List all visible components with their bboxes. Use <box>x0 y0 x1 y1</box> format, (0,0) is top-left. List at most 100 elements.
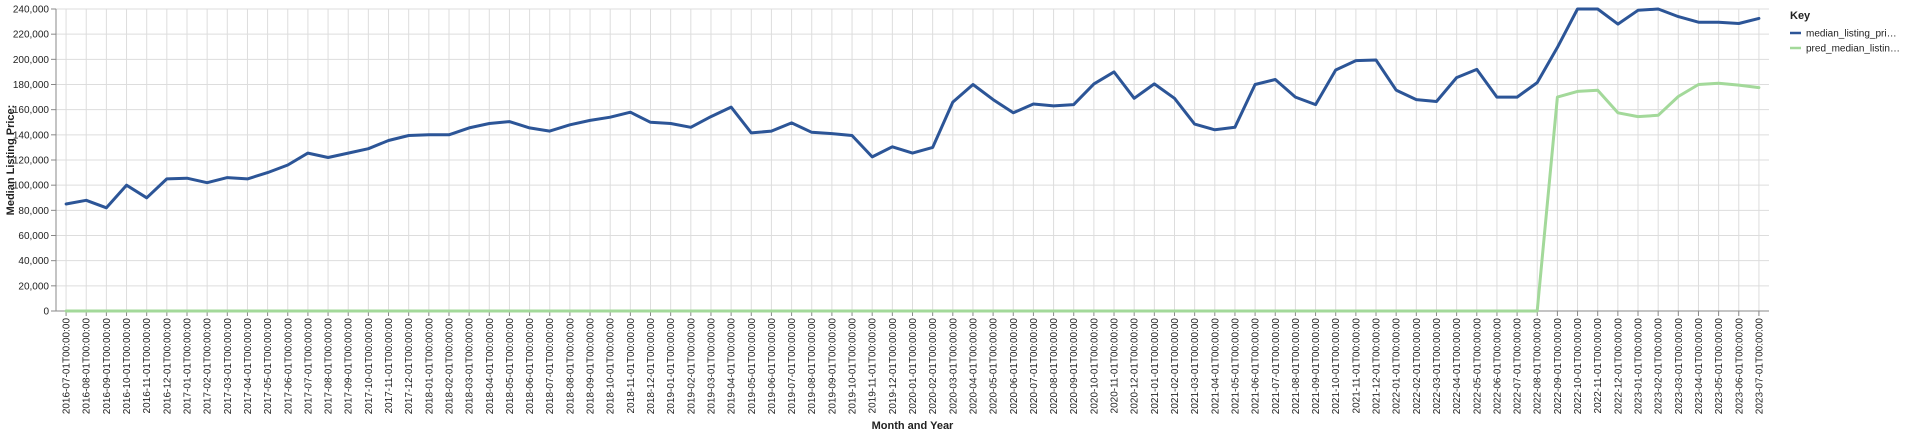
x-tick-label: 2022-12-01T00:00:00 <box>1613 318 1624 415</box>
x-tick-label: 2017-08-01T00:00:00 <box>324 318 335 415</box>
x-tick-label: 2020-07-01T00:00:00 <box>1029 318 1040 415</box>
x-tick-label: 2021-04-01T00:00:00 <box>1210 318 1221 415</box>
x-tick-label: 2017-03-01T00:00:00 <box>223 318 234 415</box>
x-tick-label: 2016-10-01T00:00:00 <box>122 318 133 415</box>
x-tick-label: 2017-01-01T00:00:00 <box>182 318 193 415</box>
x-tick-label: 2020-09-01T00:00:00 <box>1069 318 1080 415</box>
legend: Key median_listing_pri… pred_median_listi… <box>1790 10 1900 55</box>
x-tick-label: 2017-06-01T00:00:00 <box>283 318 294 415</box>
x-tick-label: 2021-09-01T00:00:00 <box>1311 318 1322 415</box>
x-tick-label: 2019-04-01T00:00:00 <box>727 318 738 415</box>
y-tick-label: 220,000 <box>13 30 50 41</box>
x-tick-label: 2019-05-01T00:00:00 <box>747 318 758 415</box>
x-tick-label: 2020-05-01T00:00:00 <box>989 318 1000 415</box>
y-axis: 0 20,000 40,000 60,000 80,000 100,000 120,000 1… <box>13 5 57 318</box>
x-tick-label: 2020-02-01T00:00:00 <box>928 318 939 415</box>
x-axis-title: Month and Year <box>872 420 954 432</box>
y-tick-label: 40,000 <box>18 256 49 267</box>
x-tick-label: 2021-07-01T00:00:00 <box>1271 318 1282 415</box>
x-tick-label: 2019-10-01T00:00:00 <box>848 318 859 415</box>
x-tick-label: 2023-03-01T00:00:00 <box>1674 318 1685 415</box>
x-tick-label: 2016-11-01T00:00:00 <box>142 318 153 414</box>
x-tick-label: 2022-08-01T00:00:00 <box>1533 318 1544 415</box>
x-tick-label: 2022-07-01T00:00:00 <box>1513 318 1524 415</box>
x-tick-label: 2020-01-01T00:00:00 <box>908 318 919 415</box>
x-tick-label: 2022-10-01T00:00:00 <box>1573 318 1584 415</box>
series-line-1 <box>64 7 1761 210</box>
x-tick-label: 2019-06-01T00:00:00 <box>767 318 778 415</box>
x-tick-label: 2018-08-01T00:00:00 <box>565 318 576 415</box>
x-tick-label: 2023-06-01T00:00:00 <box>1734 318 1745 415</box>
y-tick-label: 60,000 <box>18 231 49 242</box>
legend-label: pred_median_listin… <box>1806 44 1900 55</box>
y-tick-label: 0 <box>43 307 49 318</box>
x-tick-label: 2018-05-01T00:00:00 <box>505 318 516 415</box>
x-tick-label: 2021-11-01T00:00:00 <box>1351 318 1362 414</box>
x-tick-label: 2019-11-01T00:00:00 <box>868 318 879 414</box>
y-axis-title: Median Listing Price: <box>5 105 17 216</box>
x-tick-label: 2017-09-01T00:00:00 <box>344 318 355 415</box>
y-tick-label: 100,000 <box>13 181 50 192</box>
x-tick-label: 2017-12-01T00:00:00 <box>404 318 415 415</box>
x-tick-label: 2019-09-01T00:00:00 <box>827 318 838 415</box>
legend-title: Key <box>1790 10 1811 22</box>
x-tick-label: 2023-01-01T00:00:00 <box>1634 318 1645 415</box>
x-tick-label: 2016-08-01T00:00:00 <box>82 318 93 415</box>
y-tick-label: 160,000 <box>13 105 50 116</box>
x-tick-label: 2021-05-01T00:00:00 <box>1230 318 1241 415</box>
x-tick-label: 2019-02-01T00:00:00 <box>686 318 697 415</box>
x-tick-label: 2018-07-01T00:00:00 <box>545 318 556 415</box>
x-tick-label: 2023-04-01T00:00:00 <box>1694 318 1705 415</box>
x-tick-label: 2020-11-01T00:00:00 <box>1110 318 1121 414</box>
x-tick-label: 2017-07-01T00:00:00 <box>303 318 314 415</box>
series-layer <box>64 7 1761 313</box>
x-tick-label: 2019-12-01T00:00:00 <box>888 318 899 415</box>
x-tick-label: 2021-01-01T00:00:00 <box>1150 318 1161 415</box>
y-tick-label: 180,000 <box>13 80 50 91</box>
x-tick-label: 2023-02-01T00:00:00 <box>1654 318 1665 415</box>
x-tick-label: 2022-06-01T00:00:00 <box>1492 318 1503 415</box>
y-tick-label: 140,000 <box>13 130 50 141</box>
x-tick-label: 2018-09-01T00:00:00 <box>586 318 597 415</box>
x-tick-label: 2018-12-01T00:00:00 <box>646 318 657 415</box>
gridlines <box>56 8 1769 312</box>
x-tick-label: 2016-07-01T00:00:00 <box>62 318 73 415</box>
x-tick-label: 2023-05-01T00:00:00 <box>1714 318 1725 415</box>
x-tick-label: 2020-03-01T00:00:00 <box>948 318 959 415</box>
x-tick-label: 2021-02-01T00:00:00 <box>1170 318 1181 415</box>
y-tick-label: 120,000 <box>13 156 50 167</box>
x-tick-label: 2019-01-01T00:00:00 <box>666 318 677 415</box>
x-tick-label: 2018-02-01T00:00:00 <box>444 318 455 415</box>
x-tick-label: 2022-03-01T00:00:00 <box>1432 318 1443 415</box>
x-tick-label: 2018-06-01T00:00:00 <box>525 318 536 415</box>
x-tick-label: 2018-04-01T00:00:00 <box>485 318 496 415</box>
y-tick-label: 200,000 <box>13 55 50 66</box>
x-tick-label: 2018-10-01T00:00:00 <box>606 318 617 415</box>
x-tick-label: 2018-03-01T00:00:00 <box>465 318 476 415</box>
x-tick-label: 2022-05-01T00:00:00 <box>1472 318 1483 415</box>
x-tick-label: 2021-06-01T00:00:00 <box>1251 318 1262 415</box>
x-tick-label: 2018-01-01T00:00:00 <box>424 318 435 415</box>
x-axis: 2016-07-01T00:00:00 2016-08-01T00:00:00 20… <box>56 310 1769 415</box>
x-tick-label: 2020-06-01T00:00:00 <box>1009 318 1020 415</box>
x-tick-label: 2017-02-01T00:00:00 <box>203 318 214 415</box>
x-tick-label: 2021-08-01T00:00:00 <box>1291 318 1302 415</box>
x-tick-label: 2019-08-01T00:00:00 <box>807 318 818 415</box>
x-tick-label: 2022-02-01T00:00:00 <box>1412 318 1423 415</box>
legend-label: median_listing_pri… <box>1806 29 1897 40</box>
x-tick-label: 2022-04-01T00:00:00 <box>1452 318 1463 415</box>
x-tick-label: 2018-11-01T00:00:00 <box>626 318 637 414</box>
x-tick-label: 2020-04-01T00:00:00 <box>968 318 979 415</box>
x-tick-label: 2019-03-01T00:00:00 <box>706 318 717 415</box>
x-tick-label: 2016-12-01T00:00:00 <box>162 318 173 415</box>
x-tick-label: 2017-05-01T00:00:00 <box>263 318 274 415</box>
x-tick-label: 2021-10-01T00:00:00 <box>1331 318 1342 415</box>
x-tick-label: 2017-10-01T00:00:00 <box>364 318 375 415</box>
y-tick-label: 240,000 <box>13 5 50 16</box>
x-tick-label: 2022-11-01T00:00:00 <box>1593 318 1604 414</box>
x-tick-label: 2021-12-01T00:00:00 <box>1372 318 1383 415</box>
x-tick-label: 2017-11-01T00:00:00 <box>384 318 395 414</box>
y-tick-label: 20,000 <box>18 281 49 292</box>
x-tick-label: 2020-08-01T00:00:00 <box>1049 318 1060 415</box>
